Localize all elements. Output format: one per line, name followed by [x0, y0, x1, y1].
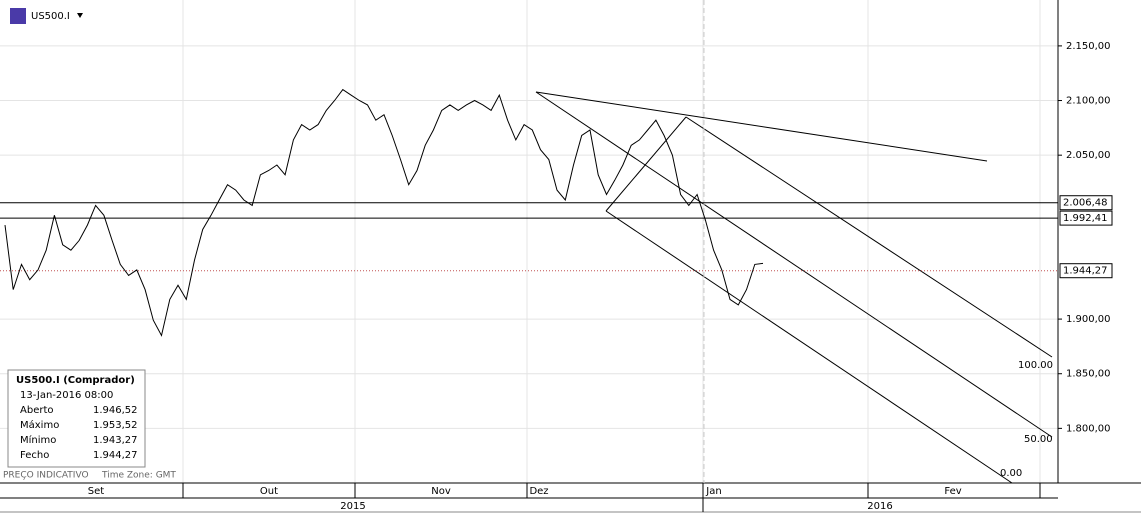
- info-label: Fecho: [20, 450, 49, 461]
- y-tick-label: 1.850,00: [1066, 369, 1111, 380]
- info-title: US500.I (Comprador): [16, 375, 135, 386]
- info-value: 1.944,27: [93, 450, 138, 461]
- trend-line: [685, 116, 1053, 358]
- trend-line: [605, 116, 687, 212]
- y-tick-label: 2.150,00: [1066, 41, 1111, 52]
- fib-label: 50.00: [1024, 434, 1053, 445]
- info-box: US500.I (Comprador) 13-Jan-2016 08:00 Ab…: [7, 369, 146, 468]
- y-tick-label: 1.900,00: [1066, 314, 1111, 325]
- price-label-box: [1059, 210, 1113, 226]
- x-tick-label: Set: [88, 486, 105, 497]
- trend-line: [605, 210, 1013, 484]
- info-value: 1.943,27: [93, 435, 138, 446]
- dropdown[interactable]: [77, 13, 83, 18]
- info-label: Aberto: [20, 405, 54, 416]
- info-label: Máximo: [20, 419, 59, 431]
- y-tick-label: 2.100,00: [1066, 96, 1111, 107]
- price-label: 1.992,41: [1063, 213, 1108, 224]
- y-tick-label: 2.050,00: [1066, 150, 1111, 161]
- info-frame: [7, 369, 146, 468]
- grid: [0, 0, 1058, 483]
- info-value: 1.946,52: [93, 405, 138, 416]
- info-date: 13-Jan-2016 08:00: [20, 390, 113, 401]
- y-tick-label: 1.800,00: [1066, 423, 1111, 434]
- year-label: 2016: [867, 501, 892, 512]
- footer-note: PREÇO INDICATIVO: [3, 471, 89, 481]
- x-tick-label: Dez: [529, 486, 548, 497]
- price-label: 2.006,48: [1063, 198, 1108, 209]
- x-tick-label: Fev: [944, 486, 961, 497]
- trend-line: [535, 91, 1053, 438]
- info-label: Mínimo: [20, 434, 56, 446]
- symbol[interactable]: US500.I: [31, 11, 70, 22]
- trend-lines: [535, 91, 1053, 484]
- fib-label: 100.00: [1018, 360, 1053, 371]
- x-tick-label: Nov: [431, 486, 451, 497]
- price-label-box: [1059, 195, 1113, 211]
- trend-line: [535, 91, 988, 162]
- info-value: 1.953,52: [93, 420, 138, 431]
- x-tick-label: Jan: [705, 486, 721, 497]
- price-line: [4, 88, 764, 337]
- last-price-box: [1059, 263, 1113, 279]
- year-label: 2015: [340, 501, 365, 512]
- fib-label: 0.00: [1000, 468, 1022, 479]
- x-tick-label: Out: [260, 486, 278, 497]
- last-price-label: 1.944,27: [1063, 266, 1108, 277]
- symbol-icon[interactable]: [10, 8, 26, 24]
- footer-tz: Time Zone: GMT: [101, 471, 176, 481]
